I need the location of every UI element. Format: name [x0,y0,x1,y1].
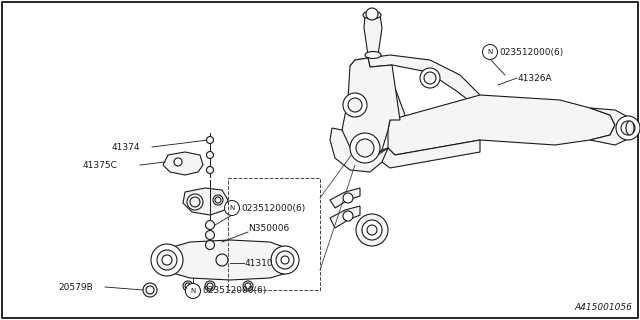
Circle shape [162,255,172,265]
Polygon shape [163,152,203,175]
Polygon shape [364,15,382,55]
Circle shape [146,286,154,294]
Circle shape [616,116,640,140]
Circle shape [174,158,182,166]
Circle shape [356,139,374,157]
Text: 023512000(6): 023512000(6) [499,47,563,57]
Circle shape [143,283,157,297]
Text: N: N [488,49,493,55]
Text: 023512000(6): 023512000(6) [202,286,266,295]
Circle shape [343,211,353,221]
Circle shape [483,44,497,60]
Circle shape [216,254,228,266]
Circle shape [187,194,203,210]
Polygon shape [350,58,405,120]
Circle shape [157,250,177,270]
Circle shape [205,230,214,239]
Polygon shape [388,95,615,155]
Circle shape [621,121,635,135]
Circle shape [183,281,193,291]
Polygon shape [342,58,400,160]
Text: 41374: 41374 [112,142,141,151]
Circle shape [356,214,388,246]
Circle shape [207,283,213,289]
Circle shape [281,256,289,264]
Circle shape [205,281,215,291]
Circle shape [215,197,221,203]
Text: N: N [190,288,196,294]
Text: N350006: N350006 [248,223,289,233]
Circle shape [207,137,214,143]
Circle shape [205,220,214,229]
Polygon shape [183,188,228,215]
Text: 20579B: 20579B [58,283,93,292]
Polygon shape [382,140,480,168]
Circle shape [343,93,367,117]
Ellipse shape [365,52,381,59]
Circle shape [151,244,183,276]
Circle shape [271,246,299,274]
Circle shape [366,8,378,20]
Text: 41375C: 41375C [83,161,118,170]
Text: 41310: 41310 [245,259,274,268]
Text: 023512000(6): 023512000(6) [241,204,305,212]
Circle shape [276,251,294,269]
Circle shape [225,201,239,215]
Circle shape [186,284,200,298]
Circle shape [190,197,200,207]
Circle shape [420,68,440,88]
Circle shape [367,225,377,235]
Text: 41326A: 41326A [518,74,552,83]
Circle shape [186,284,200,299]
Polygon shape [158,240,295,280]
Polygon shape [330,206,360,228]
Circle shape [424,72,436,84]
Circle shape [243,281,253,291]
Polygon shape [330,128,388,172]
Circle shape [213,195,223,205]
Circle shape [185,283,191,289]
Circle shape [362,220,382,240]
Circle shape [189,287,197,295]
Text: A415001056: A415001056 [574,303,632,312]
Circle shape [348,98,362,112]
Circle shape [245,283,251,289]
Text: N: N [229,205,235,211]
Polygon shape [330,188,360,208]
Circle shape [205,241,214,250]
Ellipse shape [363,11,381,19]
Circle shape [350,133,380,163]
Polygon shape [368,55,480,105]
Circle shape [207,166,214,173]
Polygon shape [590,108,635,145]
Ellipse shape [626,121,634,135]
Circle shape [207,151,214,158]
Circle shape [343,193,353,203]
